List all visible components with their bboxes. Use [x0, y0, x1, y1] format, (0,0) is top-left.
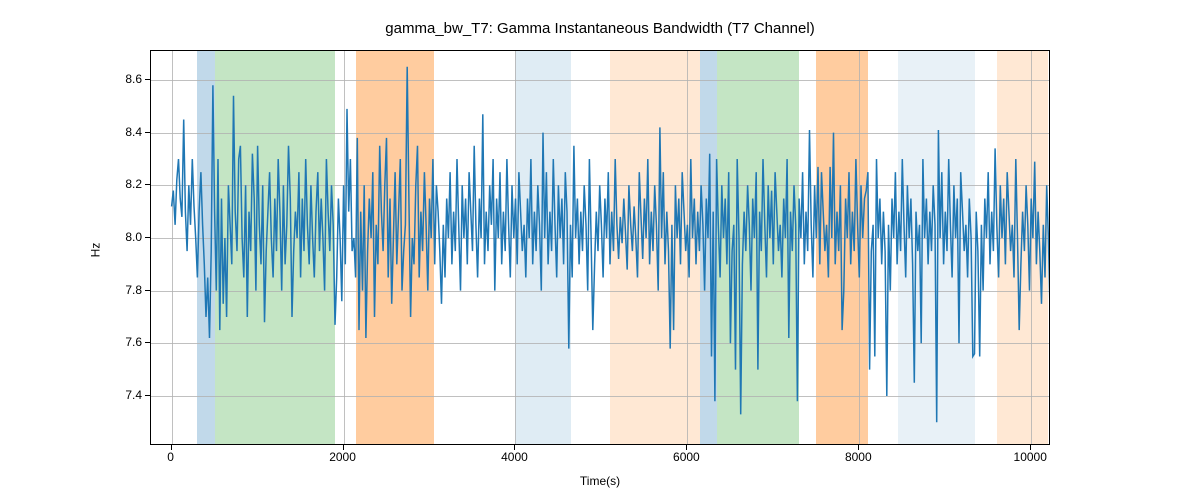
- y-axis-label: Hz: [88, 243, 102, 258]
- y-tick-label: 8.2: [102, 177, 142, 191]
- y-tick-label: 7.6: [102, 335, 142, 349]
- x-tick-label: 0: [167, 450, 174, 464]
- y-tick-mark: [145, 395, 150, 396]
- x-tick-mark: [686, 445, 687, 450]
- x-axis-label: Time(s): [0, 474, 1200, 488]
- x-tick-mark: [858, 445, 859, 450]
- y-tick-mark: [145, 237, 150, 238]
- x-tick-label: 10000: [1014, 450, 1047, 464]
- x-tick-mark: [343, 445, 344, 450]
- y-tick-mark: [145, 184, 150, 185]
- x-tick-label: 4000: [501, 450, 528, 464]
- x-tick-label: 2000: [329, 450, 356, 464]
- y-tick-label: 8.4: [102, 125, 142, 139]
- x-tick-mark: [1030, 445, 1031, 450]
- y-tick-label: 8.0: [102, 230, 142, 244]
- y-tick-label: 7.4: [102, 388, 142, 402]
- x-tick-mark: [171, 445, 172, 450]
- chart-title: gamma_bw_T7: Gamma Instantaneous Bandwid…: [0, 20, 1200, 37]
- x-tick-label: 6000: [673, 450, 700, 464]
- line-plot-svg: [151, 51, 1050, 445]
- plot-area: [150, 50, 1050, 445]
- y-tick-mark: [145, 342, 150, 343]
- y-tick-label: 7.8: [102, 283, 142, 297]
- y-tick-mark: [145, 79, 150, 80]
- y-tick-label: 8.6: [102, 72, 142, 86]
- x-tick-mark: [514, 445, 515, 450]
- data-line: [172, 67, 1050, 423]
- x-tick-label: 8000: [845, 450, 872, 464]
- y-tick-mark: [145, 290, 150, 291]
- y-tick-mark: [145, 132, 150, 133]
- chart-container: gamma_bw_T7: Gamma Instantaneous Bandwid…: [0, 0, 1200, 500]
